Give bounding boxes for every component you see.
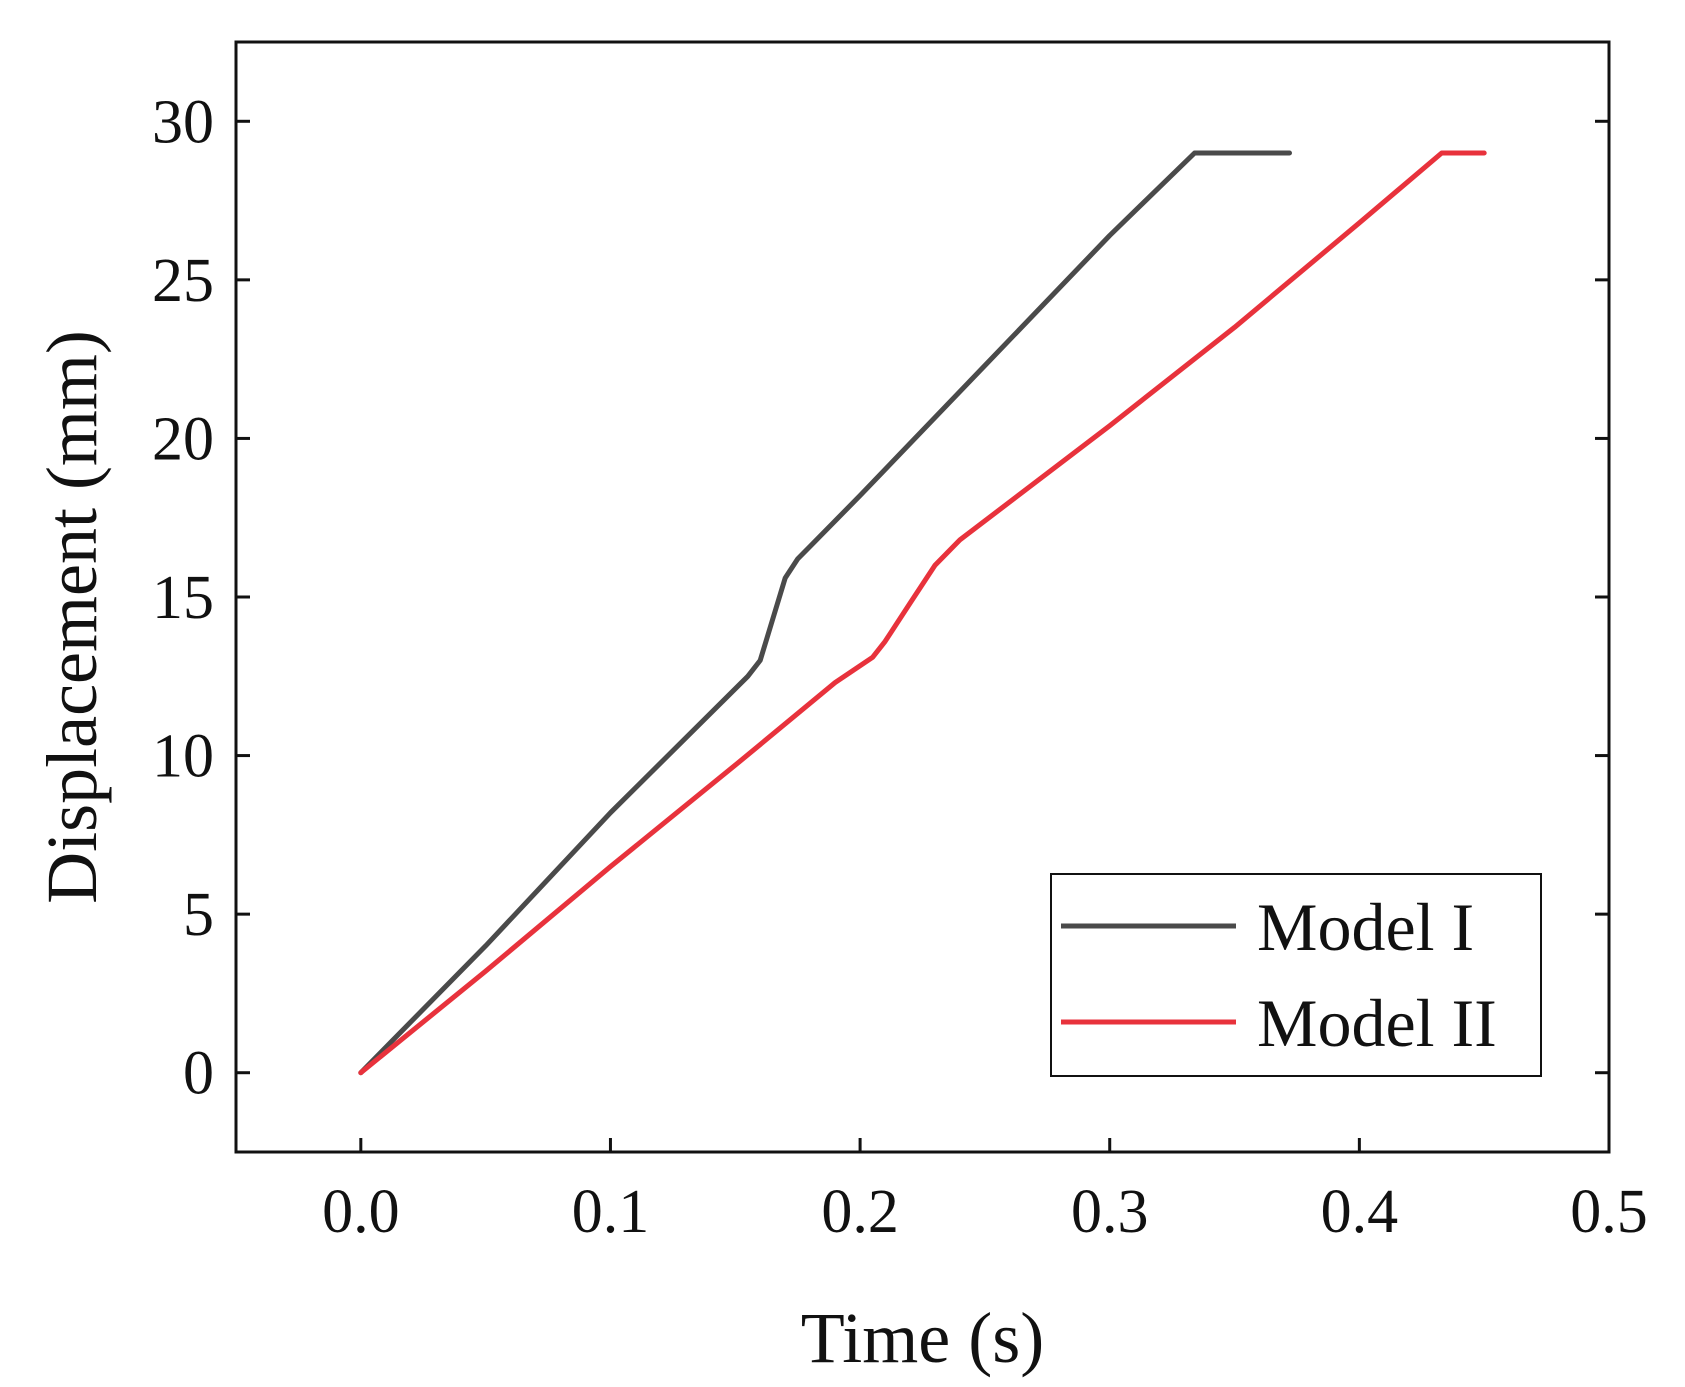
x-axis-ticks: 0.0 0.1 0.2 0.3 0.4 0.5 — [322, 1138, 1648, 1246]
y-axis-ticks: 0 5 10 15 20 25 30 — [152, 88, 1609, 1108]
series-line-1 — [358, 150, 1292, 1076]
x-tick-label: 0.3 — [1071, 1178, 1149, 1246]
x-tick-label: 0.4 — [1321, 1178, 1399, 1246]
y-tick-label: 5 — [183, 881, 214, 949]
y-tick-label: 15 — [152, 564, 214, 632]
x-axis-title: Time (s) — [801, 1298, 1044, 1378]
y-tick-label: 20 — [152, 405, 214, 473]
series-line-2 — [358, 150, 1487, 1076]
series-layer — [358, 150, 1487, 1076]
x-tick-label: 0.1 — [572, 1178, 650, 1246]
legend-label-model-1: Model I — [1257, 889, 1474, 965]
x-tick-label: 0.0 — [322, 1178, 400, 1246]
x-tick-label: 0.2 — [821, 1178, 899, 1246]
y-tick-label: 25 — [152, 247, 214, 315]
x-tick-label: 0.5 — [1570, 1178, 1648, 1246]
legend-label-model-2: Model II — [1257, 985, 1497, 1061]
y-tick-label: 10 — [152, 723, 214, 791]
legend: Model I Model II — [1050, 873, 1542, 1077]
legend-box — [1050, 873, 1542, 1077]
plot-frame — [234, 40, 1611, 1154]
y-axis-title: Displacement (mm) — [32, 330, 112, 904]
y-tick-label: 30 — [152, 88, 214, 156]
y-tick-label: 0 — [183, 1040, 214, 1108]
